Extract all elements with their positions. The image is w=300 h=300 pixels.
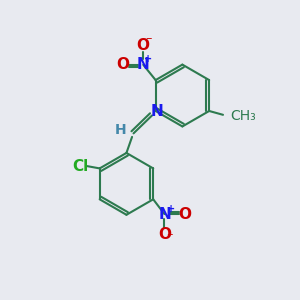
Text: CH₃: CH₃: [230, 109, 256, 123]
Text: N: N: [137, 57, 150, 72]
Text: +: +: [167, 204, 175, 214]
Text: +: +: [145, 55, 153, 64]
Text: O: O: [116, 57, 129, 72]
Text: ⁻: ⁻: [145, 35, 152, 48]
Text: O: O: [137, 38, 150, 52]
Text: O: O: [178, 206, 191, 221]
Text: O: O: [158, 226, 171, 242]
Text: ⁻: ⁻: [166, 231, 173, 244]
Text: Cl: Cl: [73, 158, 89, 173]
Text: N: N: [151, 104, 164, 119]
Text: N: N: [159, 206, 171, 221]
Text: H: H: [115, 123, 127, 137]
